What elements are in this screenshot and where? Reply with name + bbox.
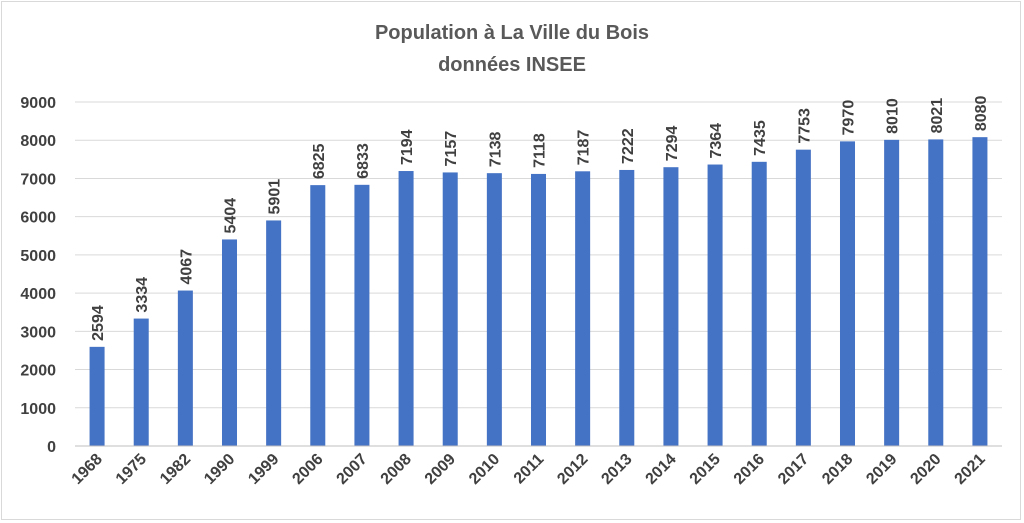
bar bbox=[310, 185, 326, 446]
bar bbox=[354, 184, 370, 446]
data-label: 3334 bbox=[134, 277, 151, 313]
bar bbox=[972, 137, 988, 447]
bar bbox=[486, 173, 502, 446]
x-tick-label: 2008 bbox=[378, 451, 415, 488]
bar bbox=[619, 169, 635, 446]
data-label: 8021 bbox=[929, 98, 946, 134]
bar bbox=[839, 141, 856, 446]
y-tick-label: 1000 bbox=[20, 401, 56, 418]
x-tick-label: 2011 bbox=[511, 451, 548, 488]
bar bbox=[89, 346, 105, 446]
x-tick-label: 1968 bbox=[69, 451, 106, 488]
x-tick-label: 2013 bbox=[598, 451, 635, 488]
bar bbox=[221, 239, 238, 446]
bar bbox=[530, 173, 547, 447]
data-label: 5901 bbox=[267, 179, 284, 215]
data-label: 7187 bbox=[576, 130, 593, 166]
bars bbox=[89, 137, 988, 447]
chart-subtitle: données INSEE bbox=[438, 54, 586, 76]
data-label: 6825 bbox=[311, 143, 328, 179]
data-label: 2594 bbox=[90, 305, 107, 341]
y-tick-label: 3000 bbox=[20, 324, 56, 341]
data-label: 7753 bbox=[796, 108, 813, 144]
data-label: 8080 bbox=[973, 95, 990, 131]
bar bbox=[398, 171, 414, 446]
bar bbox=[663, 167, 679, 447]
x-tick-label: 2020 bbox=[907, 451, 944, 488]
y-tick-label: 5000 bbox=[20, 248, 56, 265]
x-axis-ticks: 1968 1975 1982 1990 1999 2006 2007 2008 2009 2010… bbox=[69, 451, 989, 488]
data-label: 7118 bbox=[532, 133, 549, 168]
x-tick-label: 2006 bbox=[289, 451, 326, 488]
data-label: 7970 bbox=[841, 100, 858, 136]
bar bbox=[575, 171, 591, 447]
x-tick-label: 2018 bbox=[819, 451, 856, 488]
x-tick-label: 2012 bbox=[554, 451, 591, 488]
chart-title: Population à La Ville du Bois bbox=[375, 22, 649, 44]
x-tick-label: 2009 bbox=[422, 451, 459, 488]
data-label: 6833 bbox=[355, 143, 372, 179]
y-tick-label: 0 bbox=[47, 439, 56, 456]
x-tick-label: 1982 bbox=[157, 451, 194, 488]
data-label: 7138 bbox=[487, 131, 504, 167]
x-tick-label: 1990 bbox=[201, 451, 238, 488]
data-label: 7222 bbox=[620, 128, 637, 164]
y-tick-label: 9000 bbox=[20, 95, 56, 112]
bar bbox=[177, 290, 193, 446]
y-tick-label: 6000 bbox=[20, 210, 56, 227]
data-label: 7294 bbox=[664, 126, 681, 162]
data-label: 8010 bbox=[885, 98, 902, 134]
data-labels: 2594 3334 4067 5404 5901 6825 6833 7194 7157 7138… bbox=[90, 95, 990, 340]
bar bbox=[442, 172, 458, 447]
bar bbox=[707, 164, 723, 446]
bar bbox=[884, 139, 900, 446]
x-tick-label: 2015 bbox=[687, 451, 724, 488]
data-label: 7435 bbox=[752, 120, 769, 156]
x-tick-label: 1975 bbox=[113, 451, 150, 488]
x-tick-label: 2010 bbox=[466, 451, 503, 488]
bar bbox=[795, 149, 811, 446]
bar bbox=[266, 220, 282, 446]
y-tick-label: 2000 bbox=[20, 363, 56, 380]
y-axis-ticks: 0 1000 2000 3000 4000 5000 6000 7000 8000 9000 bbox=[20, 95, 56, 456]
data-label: 5404 bbox=[223, 198, 240, 234]
data-label: 4067 bbox=[178, 249, 195, 285]
bar bbox=[928, 139, 944, 446]
x-tick-label: 2021 bbox=[952, 451, 989, 488]
y-tick-label: 4000 bbox=[20, 286, 56, 303]
data-label: 7364 bbox=[708, 123, 725, 159]
x-tick-label: 2007 bbox=[334, 451, 371, 488]
x-tick-label: 2019 bbox=[863, 451, 900, 488]
data-label: 7157 bbox=[443, 131, 460, 167]
x-tick-label: 1999 bbox=[245, 451, 282, 488]
x-tick-label: 2017 bbox=[775, 451, 812, 488]
x-tick-label: 2014 bbox=[643, 451, 680, 488]
x-tick-label: 2016 bbox=[731, 451, 768, 488]
bar bbox=[133, 318, 149, 446]
y-tick-label: 8000 bbox=[20, 133, 56, 150]
y-tick-label: 7000 bbox=[20, 171, 56, 188]
bar bbox=[751, 161, 767, 446]
data-label: 7194 bbox=[399, 129, 416, 165]
